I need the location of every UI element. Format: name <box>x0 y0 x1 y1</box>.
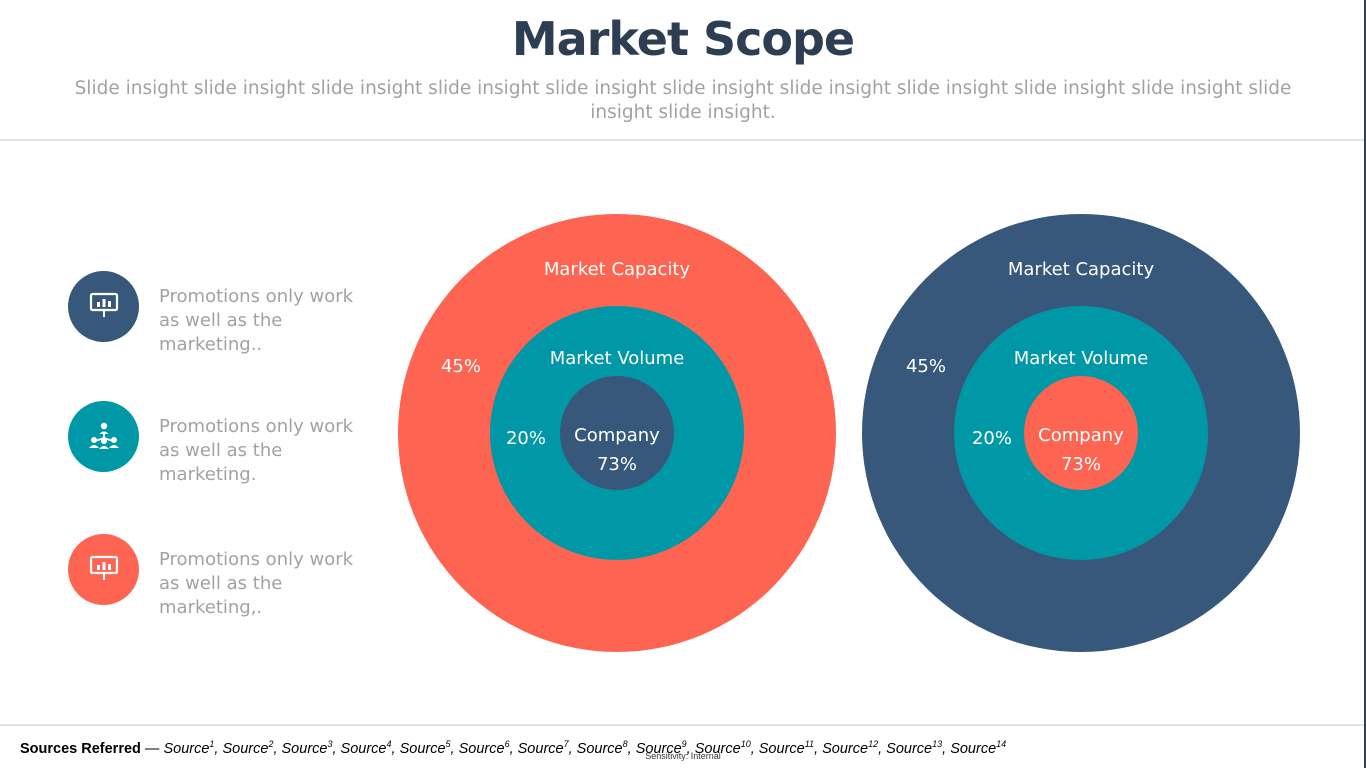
market-capacity-label: Market Capacity <box>1008 259 1155 280</box>
source-number: 6 <box>504 739 510 749</box>
source-separator: , <box>391 740 400 757</box>
source-separator: , <box>814 740 823 757</box>
sources-separator: — <box>140 740 164 757</box>
source-number: 1 <box>209 739 215 749</box>
source-item: Source14 <box>950 739 1007 757</box>
team-hierarchy-icon <box>88 421 120 453</box>
legend-item-1: Promotions only work as well as the mark… <box>68 271 368 355</box>
source-separator: , <box>332 740 341 757</box>
source-item: Source12 <box>822 739 879 757</box>
source-item: Source5 <box>399 739 451 757</box>
source-item: Source11 <box>758 739 815 757</box>
source-item: Source9 <box>635 739 687 757</box>
diagram-2: Market Capacity 45% Market Volume 20% Co… <box>862 214 1300 652</box>
source-number: 7 <box>563 739 569 749</box>
market-volume-label: Market Volume <box>550 348 685 369</box>
source-name: Source <box>517 740 564 757</box>
market-capacity-label: Market Capacity <box>544 259 691 280</box>
source-name: Source <box>576 740 623 757</box>
company-percent: 73% <box>597 454 637 475</box>
company-label: Company <box>574 425 660 446</box>
source-item: Source4 <box>340 739 392 757</box>
source-name: Source <box>635 740 682 757</box>
company-label: Company <box>1038 425 1124 446</box>
diagram-1: Market Capacity 45% Market Volume 20% Co… <box>398 214 836 652</box>
market-volume-label: Market Volume <box>1014 348 1149 369</box>
source-item: Source10 <box>694 739 751 757</box>
source-name: Source <box>163 740 210 757</box>
source-separator: , <box>214 740 223 757</box>
source-name: Source <box>281 740 328 757</box>
source-number: 10 <box>740 739 751 749</box>
presentation-chart-icon <box>89 554 119 586</box>
source-number: 8 <box>622 739 628 749</box>
slide-right-edge <box>1364 0 1366 768</box>
page-title: Market Scope <box>511 12 855 66</box>
legend-circle-3 <box>68 534 139 605</box>
company-percent: 73% <box>1061 454 1101 475</box>
source-number: 11 <box>804 739 815 749</box>
source-name: Source <box>886 740 933 757</box>
legend-circle-1 <box>68 271 139 342</box>
company-circle <box>1024 376 1138 490</box>
source-separator: , <box>750 740 759 757</box>
source-name: Source <box>822 740 869 757</box>
header-divider <box>0 139 1364 141</box>
source-name: Source <box>950 740 997 757</box>
sources-list: Source1, Source2, Source3, Source4, Sour… <box>163 739 1007 757</box>
source-number: 14 <box>996 739 1007 749</box>
source-name: Source <box>399 740 446 757</box>
market-capacity-circle <box>398 214 836 652</box>
market-capacity-percent: 45% <box>906 356 946 377</box>
source-name: Source <box>758 740 805 757</box>
market-volume-percent: 20% <box>506 428 546 449</box>
market-capacity-percent: 45% <box>441 356 481 377</box>
sources-label: Sources Referred <box>20 740 141 757</box>
sensitivity-label: Sensitivity: Internal <box>645 751 721 761</box>
source-name: Source <box>222 740 269 757</box>
source-item: Source7 <box>517 739 569 757</box>
source-number: 13 <box>932 739 943 749</box>
legend-text-2: Promotions only work as well as the mark… <box>159 416 354 485</box>
source-item: Source2 <box>222 739 274 757</box>
market-volume-circle <box>954 306 1208 560</box>
legend-text-3: Promotions only work as well as the mark… <box>159 549 354 618</box>
company-circle <box>560 376 674 490</box>
source-number: 9 <box>681 739 687 749</box>
source-separator: , <box>509 740 518 757</box>
source-item: Source3 <box>281 739 333 757</box>
source-name: Source <box>458 740 505 757</box>
source-item: Source13 <box>886 739 943 757</box>
source-number: 5 <box>445 739 451 749</box>
source-name: Source <box>340 740 387 757</box>
slide-insight-subtitle: Slide insight slide insight slide insigh… <box>74 78 1292 123</box>
source-number: 12 <box>868 739 879 749</box>
sources-referred: Sources Referred — Source1, Source2, Sou… <box>20 739 1350 757</box>
presentation-chart-icon <box>89 291 119 323</box>
source-separator: , <box>450 740 459 757</box>
source-separator: , <box>686 740 695 757</box>
market-volume-circle <box>490 306 744 560</box>
source-separator: , <box>627 740 636 757</box>
source-name: Source <box>694 740 741 757</box>
source-item: Source6 <box>458 739 510 757</box>
footer-divider <box>0 724 1364 726</box>
legend-item-2: Promotions only work as well as the mark… <box>68 401 368 485</box>
market-volume-percent: 20% <box>972 428 1012 449</box>
source-separator: , <box>568 740 577 757</box>
source-number: 4 <box>386 739 392 749</box>
source-item: Source1 <box>163 739 215 757</box>
legend-item-3: Promotions only work as well as the mark… <box>68 534 368 618</box>
legend-circle-2 <box>68 401 139 472</box>
source-separator: , <box>878 740 887 757</box>
source-item: Source8 <box>576 739 628 757</box>
legend-text-1: Promotions only work as well as the mark… <box>159 286 354 355</box>
source-number: 2 <box>268 739 274 749</box>
market-capacity-circle <box>862 214 1300 652</box>
source-separator: , <box>273 740 282 757</box>
source-number: 3 <box>327 739 333 749</box>
source-separator: , <box>942 740 951 757</box>
